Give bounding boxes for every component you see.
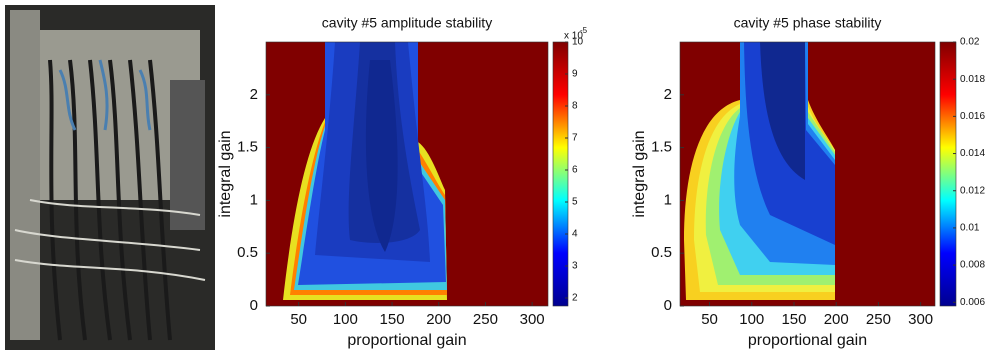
y-axis-label: integral gain	[217, 130, 234, 217]
colorbar-tick-label: 0.006	[960, 297, 985, 308]
x-tick-label: 250	[473, 311, 498, 328]
x-tick-label: 150	[781, 311, 806, 328]
colorbar-tick-label: 0.01	[960, 223, 980, 234]
colorbar-tick-label: 0.018	[960, 74, 985, 85]
colorbar-tick-label: 0.016	[960, 111, 985, 122]
x-tick-label: 100	[333, 311, 358, 328]
photo	[5, 5, 215, 350]
colorbar-tick-label: 0.02	[960, 37, 980, 48]
y-tick-label: 0.5	[651, 244, 672, 261]
chart-title: cavity #5 phase stability	[734, 15, 882, 31]
x-tick-label: 100	[739, 311, 764, 328]
y-tick-label: 0	[664, 297, 672, 314]
x-tick-label: 50	[290, 311, 307, 328]
x-tick-label: 50	[701, 311, 718, 328]
colorbar-tick-label: 2	[572, 293, 578, 304]
y-axis-label: integral gain	[631, 130, 648, 217]
x-tick-label: 300	[908, 311, 933, 328]
x-tick-label: 300	[520, 311, 545, 328]
y-tick-label: 2	[664, 86, 672, 103]
x-tick-label: 200	[824, 311, 849, 328]
x-axis-label: proportional gain	[347, 332, 466, 349]
x-tick-label: 200	[426, 311, 451, 328]
y-tick-label: 1.5	[651, 139, 672, 156]
colorbar-exponent-base: x 10	[564, 31, 583, 42]
y-tick-label: 0.5	[237, 244, 258, 261]
colorbar-tick-label: 0.014	[960, 148, 985, 159]
contour-plot	[266, 42, 548, 306]
colorbar-tick-label: 7	[572, 133, 578, 144]
x-tick-label: 250	[866, 311, 891, 328]
x-tick-label: 150	[380, 311, 405, 328]
y-tick-label: 0	[250, 297, 258, 314]
y-tick-label: 1	[250, 191, 258, 208]
colorbar	[552, 41, 569, 307]
colorbar-tick-label: 8	[572, 101, 578, 112]
colorbar-tick-label: 6	[572, 165, 578, 176]
y-tick-label: 1	[664, 191, 672, 208]
colorbar-tick-label: 0.012	[960, 185, 985, 196]
colorbar-tick-label: 0.008	[960, 260, 985, 271]
colorbar-tick-label: 9	[572, 69, 578, 80]
plot-frame	[679, 41, 936, 307]
colorbar-tick-label: 10	[572, 37, 584, 48]
y-tick-label: 2	[250, 86, 258, 103]
colorbar	[939, 41, 957, 307]
colorbar-tick-label: 4	[572, 229, 578, 240]
colorbar-exponent: -5	[580, 26, 588, 35]
colorbar-tick-label: 3	[572, 261, 578, 272]
plot-frame	[265, 41, 549, 307]
y-tick-label: 1.5	[237, 139, 258, 156]
x-axis-label: proportional gain	[748, 332, 867, 349]
colorbar-tick-label: 5	[572, 197, 578, 208]
contour-plot	[680, 42, 935, 306]
chart-title: cavity #5 amplitude stability	[322, 15, 492, 31]
